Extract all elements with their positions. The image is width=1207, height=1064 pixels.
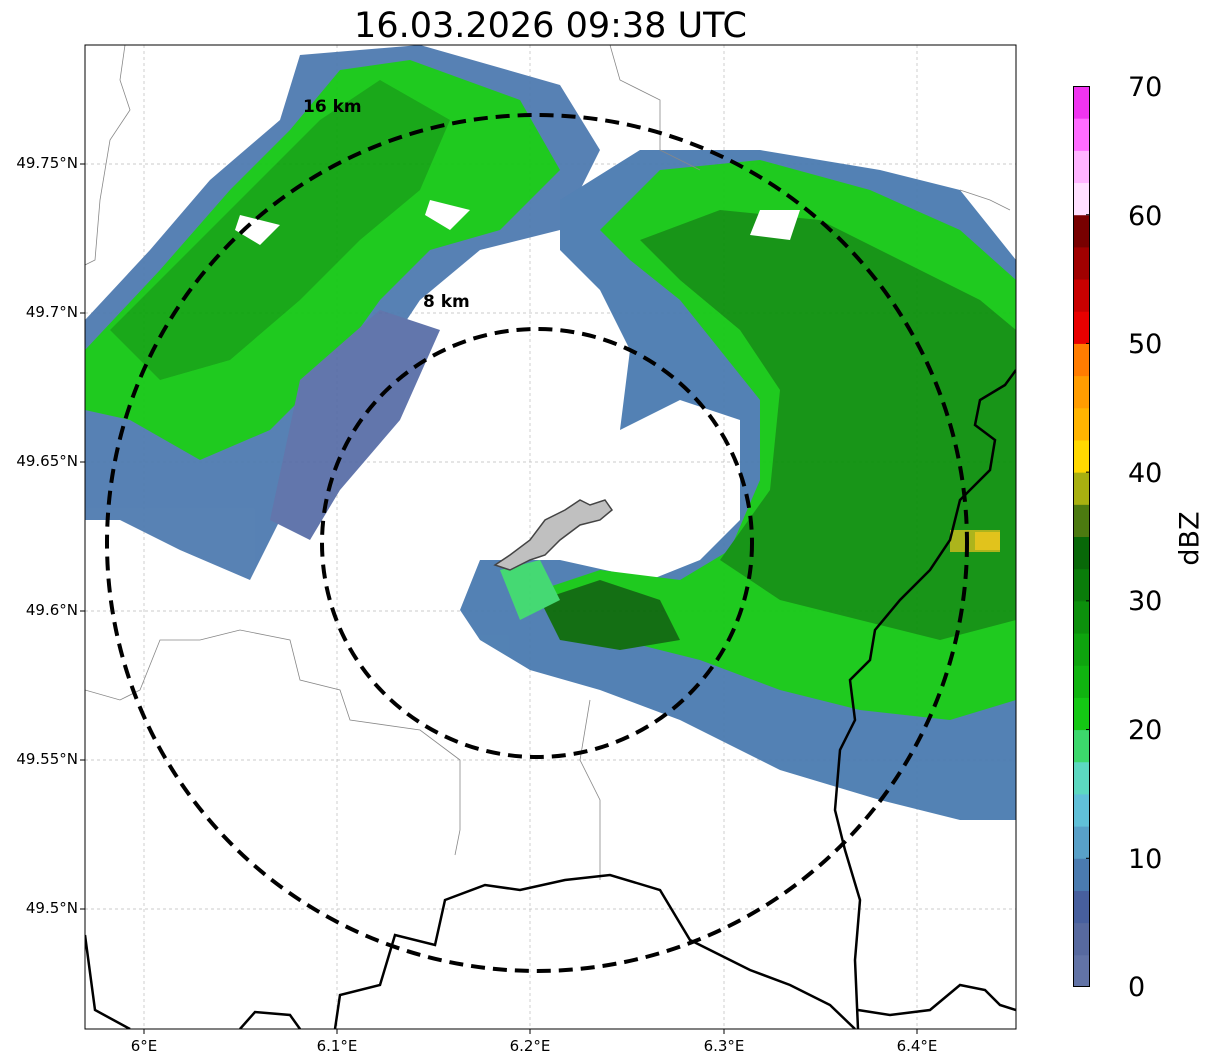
ring-label-8km: 8 km (423, 292, 470, 312)
colorbar-tick-label: 10 (1128, 844, 1163, 875)
colorbar-tick-label: 50 (1128, 329, 1163, 360)
lon-tick-label: 6.1°E (316, 1037, 358, 1055)
plot-frame (84, 44, 1017, 1030)
colorbar-title: dBZ (1174, 511, 1206, 566)
colorbar-segment (1073, 761, 1090, 795)
colorbar-tick-label: 0 (1128, 972, 1146, 1003)
colorbar-segment (1073, 954, 1090, 987)
colorbar-segment (1073, 214, 1090, 248)
colorbar-segment (1073, 600, 1090, 634)
colorbar-segment (1073, 858, 1090, 891)
lat-tick-label: 49.7°N (25, 303, 78, 321)
colorbar-segment (1073, 665, 1090, 698)
lat-tick-label: 49.55°N (16, 750, 78, 768)
range-rings (105, 113, 969, 973)
colorbar-tick-label: 60 (1128, 201, 1163, 232)
colorbar-tick-label: 40 (1128, 458, 1163, 489)
colorbar-segment (1073, 697, 1090, 731)
colorbar-frame (1073, 86, 1090, 987)
colorbar-segment (1073, 729, 1090, 763)
colorbar-segment (1073, 633, 1090, 666)
lat-tick-label: 49.6°N (25, 601, 78, 619)
map-title: 16.03.2026 09:38 UTC (354, 6, 747, 46)
colorbar (1073, 86, 1090, 987)
lon-tick-label: 6°E (130, 1037, 158, 1055)
lon-tick-label: 6.2°E (509, 1037, 551, 1055)
colorbar-segment (1073, 311, 1090, 344)
lat-tick-label: 49.5°N (25, 899, 78, 917)
ring-label-16km: 16 km (303, 97, 362, 117)
colorbar-segment (1073, 407, 1090, 441)
lake-feature (493, 499, 614, 571)
colorbar-segment (1073, 826, 1090, 859)
colorbar-segment (1073, 118, 1090, 151)
colorbar-segment (1073, 150, 1090, 184)
colorbar-segment (1073, 568, 1090, 602)
colorbar-segment (1073, 472, 1090, 505)
colorbar-segment (1073, 343, 1090, 377)
colorbar-segment (1073, 439, 1090, 473)
ring-16km (105, 113, 969, 973)
colorbar-tick-label: 30 (1128, 586, 1163, 617)
colorbar-segment (1073, 279, 1090, 312)
lon-tick-label: 6.4°E (896, 1037, 938, 1055)
colorbar-tick-label: 20 (1128, 715, 1163, 746)
radar-echoes (85, 45, 1016, 820)
colorbar-segment (1073, 793, 1090, 827)
lat-tick-label: 49.75°N (16, 154, 78, 172)
colorbar-segment (1073, 922, 1090, 956)
colorbar-segment (1073, 246, 1090, 280)
colorbar-segment (1073, 890, 1090, 924)
lon-tick-label: 6.3°E (703, 1037, 745, 1055)
colorbar-segment (1073, 375, 1090, 409)
colorbar-segment (1073, 86, 1090, 119)
colorbar-segment (1073, 182, 1090, 216)
colorbar-segment (1073, 536, 1090, 570)
lat-tick-label: 49.65°N (16, 452, 78, 470)
colorbar-segment (1073, 504, 1090, 537)
admin-boundaries (85, 45, 1011, 880)
colorbar-tick-label: 70 (1128, 72, 1163, 103)
ring-8km (320, 327, 754, 759)
